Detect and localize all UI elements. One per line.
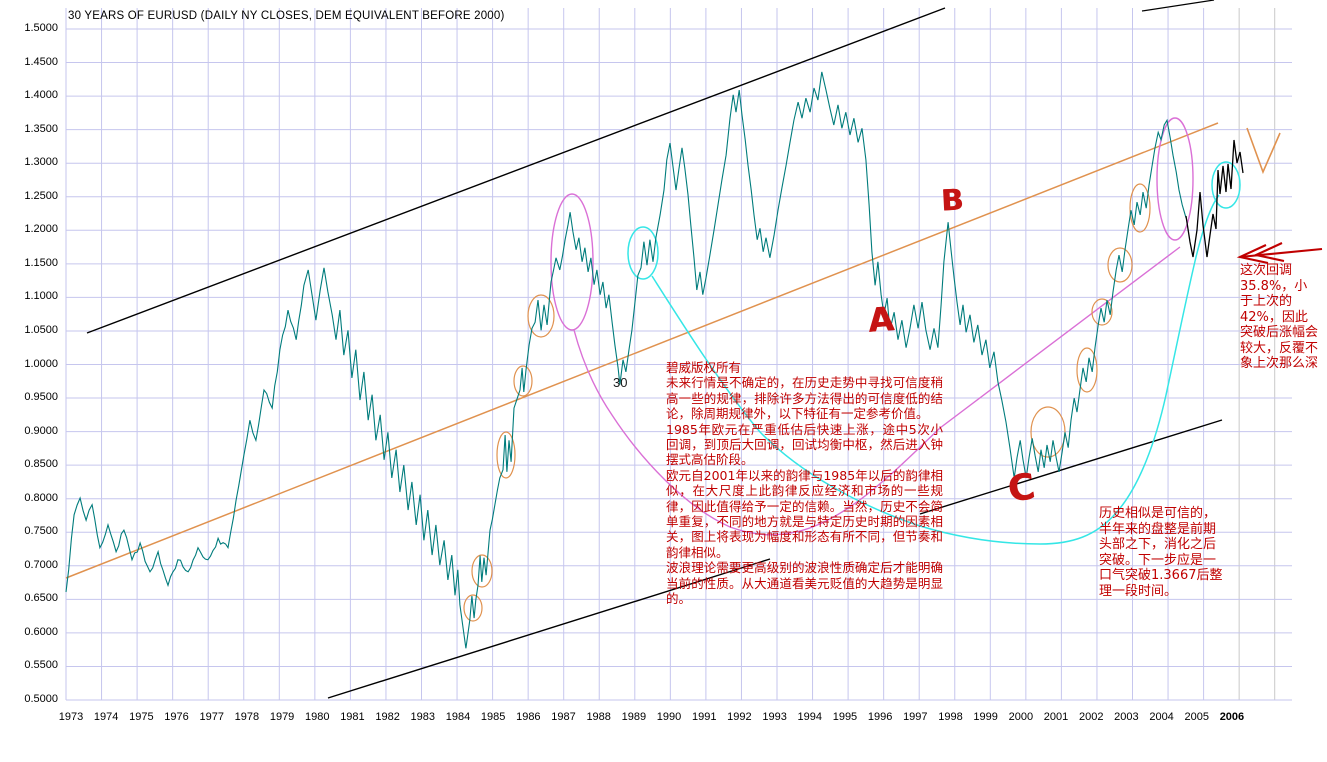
violet-ellipse-1988-top (550, 193, 594, 331)
y-axis-tick-label: 1.5000 (24, 22, 58, 34)
price-line (65, 71, 1187, 649)
x-axis-tick-label: 2000 (1008, 711, 1034, 723)
pullback-circle-2001-1 (1030, 406, 1066, 458)
pullback-circle-1987-5 (527, 294, 555, 338)
pullback-circle-2003-5 (1129, 183, 1151, 233)
x-axis-tick-label: 1999 (973, 711, 998, 723)
black-projection-zigzag (1185, 139, 1244, 258)
y-axis-tick-label: 1.2500 (24, 189, 58, 202)
x-axis-tick-label: 1979 (269, 711, 295, 723)
x-axis-tick-label: 1978 (234, 711, 260, 723)
x-axis-tick-label: 1988 (586, 711, 611, 723)
x-axis-tick-label: 1992 (727, 711, 752, 723)
cyan-ellipse-2006-consolidation (1211, 161, 1241, 209)
history-annotation: 历史相似是可信的，半年来的盘整是前期头部之下，消化之后突破。下一步应是一口气突破… (1099, 506, 1223, 599)
lower-channel-trendline-left (327, 558, 771, 699)
y-axis-tick-label: 1.3500 (24, 122, 58, 135)
x-axis-tick-label: 2001 (1043, 711, 1069, 723)
orange-median-trendline (65, 122, 1219, 579)
x-axis-tick-label: 1996 (867, 711, 893, 723)
x-axis-tick-label: 1990 (656, 711, 682, 723)
y-axis-tick-label: 0.7500 (24, 525, 58, 538)
commentary-paragraph: 欧元自2001年以来的韵律与1985年以后的韵律相似，在大尺度上此韵律反应经济和… (666, 467, 943, 560)
y-axis-tick-label: 0.8500 (24, 458, 58, 471)
y-axis-tick-label: 0.5500 (24, 659, 58, 672)
upper-right-trendline (1141, 0, 1215, 12)
x-axis-tick-label: 1991 (691, 711, 717, 723)
annotation-letter-a: A (866, 299, 895, 340)
pullback-circle-1985-2 (471, 554, 493, 588)
x-axis-tick-label: 1977 (199, 711, 224, 723)
y-axis-tick-label: 1.1500 (24, 256, 58, 269)
x-axis-tick-label: 1997 (903, 711, 928, 723)
x-axis-tick-label: 1975 (129, 711, 154, 723)
pullback-circle-1985-1 (463, 594, 483, 622)
commentary-paragraph: 碧威版权所有 (666, 360, 742, 375)
x-axis-tick-label: 1993 (762, 711, 787, 723)
lower-channel-trendline-right (919, 419, 1223, 515)
grid-lines (65, 8, 1292, 701)
x-axis-tick-label: 1998 (938, 711, 963, 723)
pullback-circle-1986-3 (496, 431, 516, 479)
y-axis-tick-label: 1.2000 (24, 223, 58, 236)
y-axis-tick-label: 0.8000 (24, 491, 58, 504)
x-axis-tick-label: 1985 (480, 711, 506, 723)
page-title: 30 YEARS OF EURUSD (DAILY NY CLOSES, DEM… (68, 10, 505, 22)
x-axis-tick-label: 1980 (305, 711, 330, 723)
annotation-letter-b: B (940, 182, 964, 218)
red-left-arrow (1236, 242, 1323, 265)
upper-channel-trendline (86, 7, 946, 334)
x-axis-tick-label: 2002 (1078, 711, 1104, 723)
x-axis-tick-label: 1989 (621, 711, 647, 723)
y-axis-tick-label: 0.6500 (24, 592, 58, 605)
y-axis-tick-label: 1.0500 (24, 323, 58, 336)
commentary-text: 碧威版权所有 未来行情是不确定的，在历史走势中寻找可信度稍高一些的规律，排除许多方… (666, 360, 943, 607)
pullback-circle-2003-4 (1107, 247, 1133, 283)
y-axis-tick-label: 0.7000 (24, 558, 58, 571)
commentary-paragraph: 未来行情是不确定的，在历史走势中寻找可信度稍高一些的规律，排除许多方法得出的可信… (666, 375, 943, 422)
x-axis-tick-label: 1987 (551, 711, 576, 723)
y-axis-tick-label: 0.5000 (24, 693, 58, 705)
y-axis-tick-label: 1.0000 (24, 357, 58, 370)
pullback-circle-2002-2 (1076, 347, 1098, 393)
y-axis-tick-label: 0.9000 (24, 424, 58, 437)
commentary-paragraph: 1985年欧元在严重低估后快速上涨，途中5次小回调，到顶后大回调，回试均衡中枢，… (666, 421, 943, 468)
x-axis-tick-label: 1995 (832, 711, 858, 723)
x-axis-tick-label: 1984 (445, 711, 471, 723)
x-axis-tick-label: 1983 (410, 711, 436, 723)
x-axis-tick-label: 1982 (375, 711, 400, 723)
violet-ellipse-2004-top (1156, 117, 1194, 241)
pullback-circle-1986-4 (513, 365, 533, 397)
x-axis-tick-label: 1973 (58, 711, 84, 723)
orange-projection-v (1246, 127, 1281, 175)
x-axis-tick-label: 2006 (1219, 711, 1245, 723)
violet-rounded-bottom-curve (573, 246, 1181, 536)
x-axis-tick-label: 1994 (797, 711, 822, 723)
x-axis-tick-label: 2004 (1149, 711, 1174, 723)
y-axis-tick-label: 0.6000 (24, 625, 58, 638)
x-axis-tick-label: 1981 (340, 711, 365, 723)
x-axis-tick-label: 2003 (1114, 711, 1139, 723)
x-axis-tick-label: 1986 (516, 711, 541, 723)
y-axis-tick-label: 0.9500 (24, 391, 58, 404)
pullback-circle-2002-3 (1091, 298, 1113, 326)
annotation-letter-c: C (1005, 466, 1038, 511)
x-axis-tick-label: 1974 (93, 711, 119, 723)
commentary-paragraph: 波浪理论需要更高级别的波浪性质确定后才能明确当前的性质。从大通道看美元贬值的大趋… (666, 560, 943, 607)
y-axis-tick-label: 1.1000 (24, 290, 58, 303)
annotation-label-30: 30 (613, 375, 628, 390)
y-axis-tick-label: 1.3000 (24, 156, 58, 169)
x-axis-tick-label: 2005 (1184, 711, 1209, 723)
cyan-cup-curve (651, 194, 1220, 545)
y-axis-tick-label: 1.4000 (24, 89, 58, 102)
pullback-annotation: 这次回调35.8%，小于上次的42%，因此突破后涨幅会较大，反覆不象上次那么深 (1240, 263, 1319, 371)
y-axis-tick-label: 1.4500 (24, 55, 58, 68)
x-axis-tick-label: 1976 (164, 711, 189, 723)
cyan-ellipse-1990-consolidation (627, 226, 659, 280)
